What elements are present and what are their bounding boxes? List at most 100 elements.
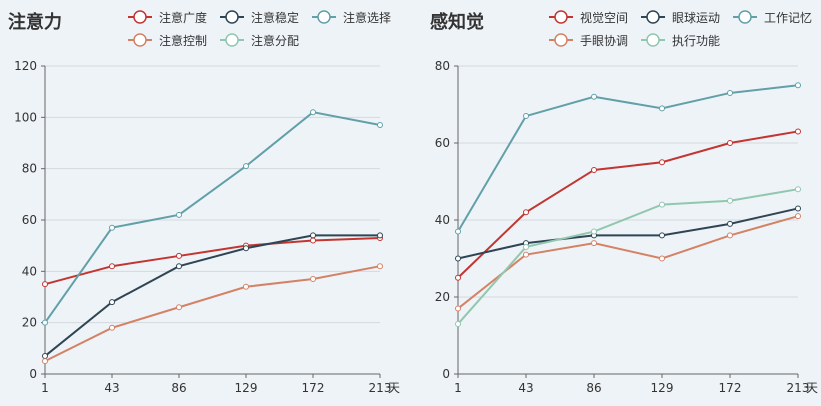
x-tick-label: 213	[787, 381, 810, 395]
legend-label: 注意分配	[251, 33, 299, 48]
y-tick-label: 40	[22, 264, 37, 278]
series-line	[44, 111, 381, 324]
x-tick-label: 172	[719, 381, 742, 395]
data-point[interactable]	[523, 243, 529, 250]
legend-label: 注意选择	[343, 10, 391, 25]
data-point[interactable]	[310, 237, 316, 244]
data-point[interactable]	[659, 159, 665, 166]
data-point[interactable]	[795, 186, 801, 193]
y-tick-label: 0	[442, 367, 450, 381]
legend-label: 手眼协调	[580, 33, 628, 48]
data-point[interactable]	[727, 220, 733, 227]
data-point[interactable]	[455, 255, 461, 262]
legend-item[interactable]: 工作记忆	[733, 10, 812, 25]
data-point[interactable]	[176, 304, 182, 311]
x-axis-unit: 天	[806, 381, 818, 395]
data-point[interactable]	[455, 320, 461, 327]
y-tick-label: 100	[14, 110, 37, 124]
data-point[interactable]	[377, 122, 383, 129]
data-point[interactable]	[109, 263, 115, 270]
data-point[interactable]	[109, 324, 115, 331]
data-point[interactable]	[109, 299, 115, 306]
x-tick-label: 1	[454, 381, 462, 395]
data-point[interactable]	[727, 140, 733, 146]
legend-item[interactable]: 手眼协调	[549, 33, 628, 48]
legend-item[interactable]: 注意选择	[312, 10, 391, 25]
data-point[interactable]	[109, 224, 115, 231]
data-point[interactable]	[176, 263, 182, 270]
legend-item[interactable]: 视觉空间	[549, 10, 628, 25]
legend-item[interactable]: 注意分配	[220, 33, 299, 48]
legend-item[interactable]: 眼球运动	[641, 10, 720, 25]
data-point[interactable]	[591, 166, 597, 173]
data-point[interactable]	[455, 274, 461, 281]
attention-chart-title: 注意力	[8, 11, 62, 33]
x-tick-label: 172	[302, 381, 325, 395]
data-point[interactable]	[795, 128, 801, 135]
legend-label: 眼球运动	[672, 11, 720, 25]
data-point[interactable]	[310, 232, 316, 239]
data-point[interactable]	[727, 89, 733, 96]
data-point[interactable]	[377, 263, 383, 270]
data-point[interactable]	[659, 201, 665, 208]
data-point[interactable]	[42, 353, 48, 360]
x-tick-label: 86	[586, 381, 601, 395]
data-point[interactable]	[455, 228, 461, 235]
y-tick-label: 60	[22, 213, 37, 227]
data-point[interactable]	[523, 113, 529, 120]
data-point[interactable]	[310, 109, 316, 116]
legend-item[interactable]: 执行功能	[641, 33, 720, 48]
data-point[interactable]	[42, 319, 48, 326]
data-point[interactable]	[659, 105, 665, 112]
legend-label: 注意稳定	[251, 10, 299, 25]
legend-marker-icon	[554, 10, 568, 24]
data-point[interactable]	[310, 276, 316, 283]
legend-item[interactable]: 注意广度	[128, 10, 207, 25]
legend-item[interactable]: 注意稳定	[220, 10, 299, 25]
data-point[interactable]	[659, 232, 665, 239]
y-tick-label: 120	[14, 59, 37, 73]
x-tick-label: 43	[104, 381, 119, 395]
legend-marker-icon	[738, 10, 752, 24]
x-tick-label: 86	[171, 381, 186, 395]
y-tick-label: 60	[435, 136, 450, 150]
legend-marker-icon	[317, 10, 331, 24]
data-point[interactable]	[176, 252, 182, 259]
legend-label: 注意广度	[159, 10, 207, 25]
data-point[interactable]	[727, 232, 733, 239]
legend-marker-icon	[225, 33, 239, 47]
legend-marker-icon	[646, 33, 660, 47]
data-point[interactable]	[591, 93, 597, 100]
data-point[interactable]	[795, 205, 801, 212]
series-line	[457, 188, 799, 325]
data-point[interactable]	[243, 245, 249, 252]
legend-label: 视觉空间	[580, 10, 628, 25]
x-tick-label: 213	[369, 381, 392, 395]
legend-item[interactable]: 注意控制	[128, 33, 207, 48]
data-point[interactable]	[727, 197, 733, 204]
data-point[interactable]	[176, 211, 182, 218]
data-point[interactable]	[243, 163, 249, 170]
series-line	[44, 265, 381, 363]
data-point[interactable]	[243, 283, 249, 290]
data-point[interactable]	[795, 213, 801, 220]
legend-marker-icon	[225, 10, 239, 24]
y-tick-label: 40	[435, 213, 450, 227]
y-tick-label: 20	[22, 316, 37, 330]
data-point[interactable]	[795, 82, 801, 89]
data-point[interactable]	[659, 255, 665, 262]
legend-marker-icon	[133, 33, 147, 47]
data-point[interactable]	[42, 281, 48, 288]
data-point[interactable]	[591, 228, 597, 235]
data-point[interactable]	[42, 358, 48, 365]
data-point[interactable]	[523, 209, 529, 216]
x-tick-label: 43	[518, 381, 533, 395]
data-point[interactable]	[523, 251, 529, 258]
data-point[interactable]	[455, 305, 461, 312]
data-point[interactable]	[591, 240, 597, 247]
data-point[interactable]	[377, 232, 383, 239]
legend-label: 工作记忆	[764, 11, 812, 25]
legend-marker-icon	[133, 10, 147, 24]
legend-marker-icon	[646, 10, 660, 24]
